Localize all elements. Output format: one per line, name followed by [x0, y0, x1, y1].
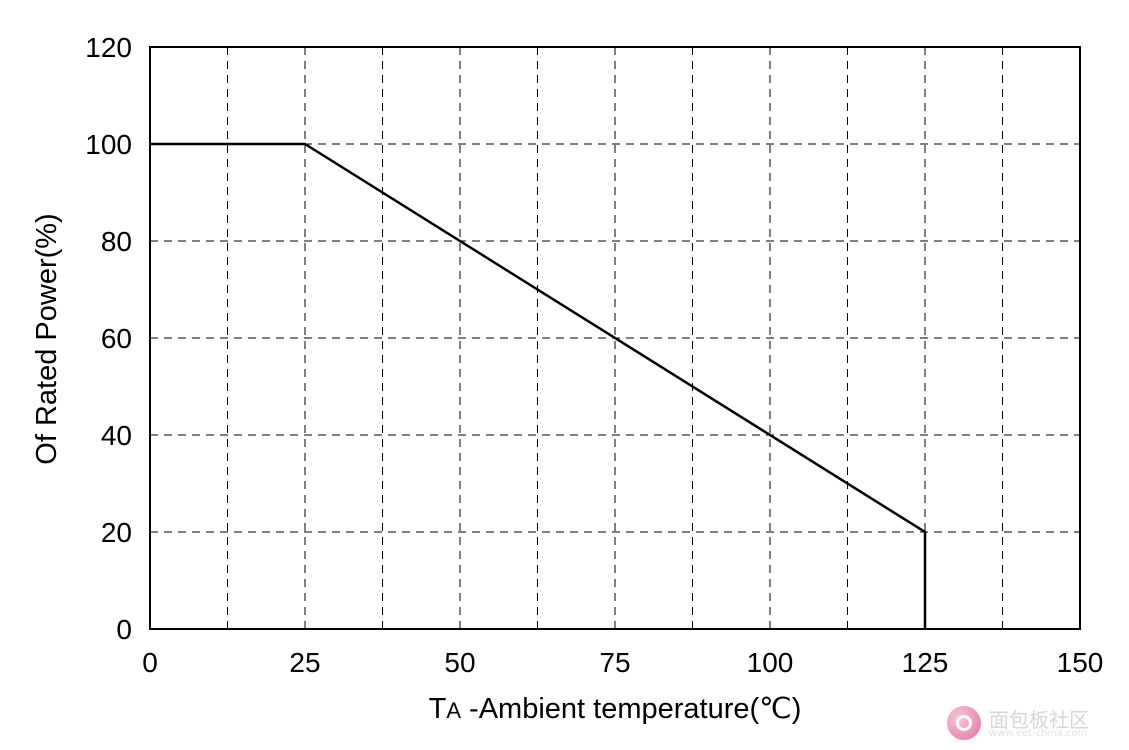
y-tick-label: 120 [85, 32, 132, 63]
x-tick-label: 150 [1057, 647, 1104, 678]
x-tick-label: 125 [902, 647, 949, 678]
x-axis-title-main: T [429, 693, 447, 725]
x-tick-label: 25 [289, 647, 320, 678]
plot-frame [149, 46, 1081, 630]
y-tick-labels: 0 20 40 60 80 100 120 [85, 32, 132, 645]
y-tick-label: 60 [101, 323, 132, 354]
x-axis-title-rest: -Ambient temperature(℃) [461, 693, 801, 725]
y-tick-label: 80 [101, 226, 132, 257]
derating-curve [150, 142, 927, 629]
series-layer [150, 142, 927, 629]
x-tick-labels: 0 25 50 75 100 125 150 [142, 647, 1103, 678]
watermark-logo-icon [947, 706, 981, 740]
y-tick-label: 0 [116, 614, 132, 645]
x-axis-title: TA -Ambient temperature(℃) [429, 693, 802, 725]
y-tick-label: 20 [101, 517, 132, 548]
watermark: 面包板社区 www.eet-china.com [947, 704, 1117, 740]
y-tick-label: 100 [85, 129, 132, 160]
y-axis-title: Of Rated Power(%) [31, 213, 63, 464]
y-tick-label: 40 [101, 420, 132, 451]
x-tick-label: 0 [142, 647, 158, 678]
x-tick-label: 100 [747, 647, 794, 678]
x-tick-label: 75 [599, 647, 630, 678]
watermark-text: 面包板社区 [989, 708, 1089, 732]
x-tick-label: 50 [444, 647, 475, 678]
watermark-subtext: www.eet-china.com [989, 728, 1088, 739]
x-axis-title-subscript: A [446, 698, 461, 723]
